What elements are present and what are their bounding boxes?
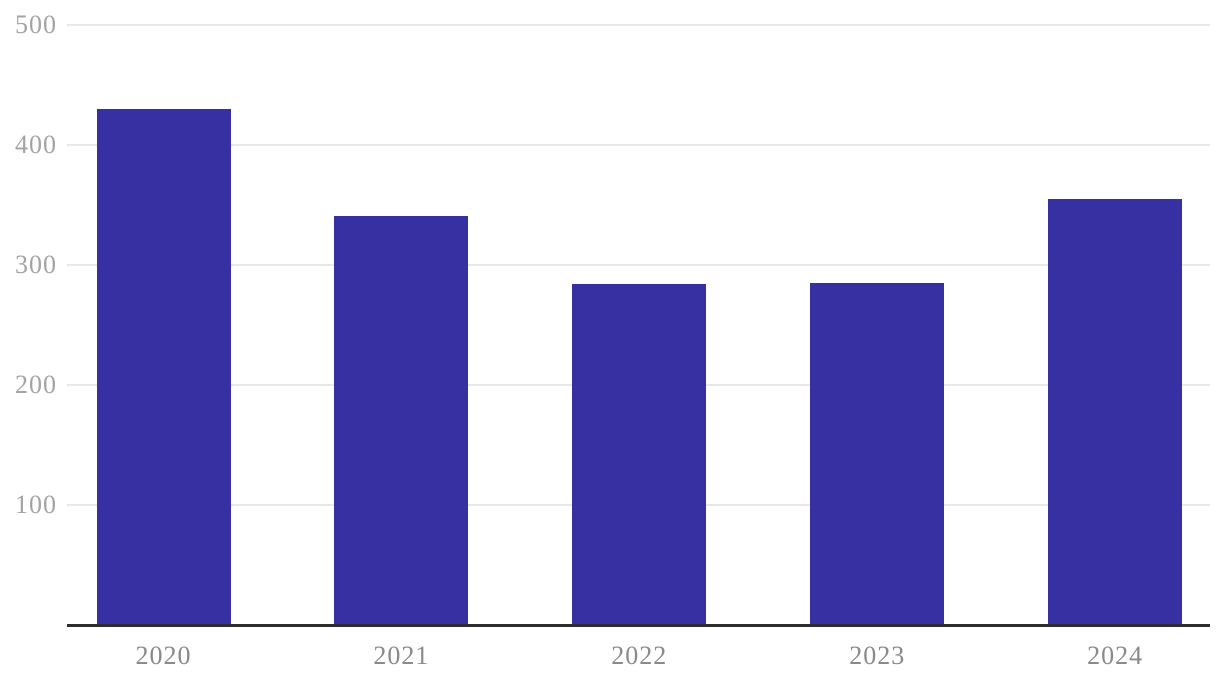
x-tick-label: 2022 bbox=[611, 641, 668, 670]
gridline bbox=[67, 24, 1210, 26]
bar-2020 bbox=[96, 109, 231, 625]
x-tick-label: 2021 bbox=[373, 641, 430, 670]
y-tick-label: 400 bbox=[15, 130, 57, 159]
y-tick-label: 100 bbox=[15, 490, 57, 519]
y-tick-label: 200 bbox=[15, 370, 57, 399]
x-axis-line bbox=[67, 624, 1210, 627]
bar-2023 bbox=[810, 283, 945, 625]
y-tick-label: 500 bbox=[15, 10, 57, 39]
y-tick-label: 300 bbox=[15, 250, 57, 279]
x-tick-label: 2020 bbox=[135, 641, 192, 670]
gridline bbox=[67, 264, 1210, 266]
gridline bbox=[67, 144, 1210, 146]
x-tick-label: 2024 bbox=[1087, 641, 1144, 670]
bar-2021 bbox=[334, 215, 469, 625]
x-tick-label: 2023 bbox=[849, 641, 906, 670]
bar-2022 bbox=[572, 284, 707, 625]
bar-2024 bbox=[1048, 199, 1183, 625]
